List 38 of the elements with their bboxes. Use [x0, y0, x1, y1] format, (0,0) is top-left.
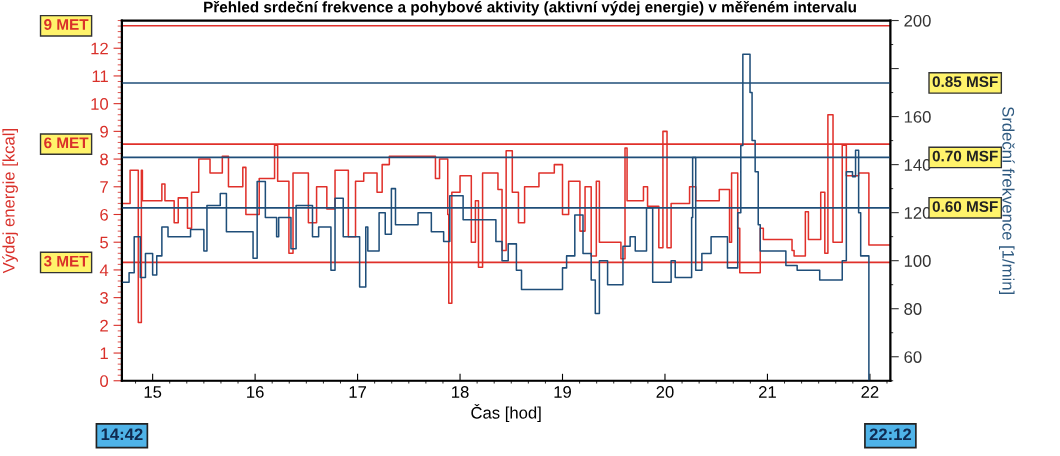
x-tick-label: 18 [452, 386, 469, 398]
y-tick-label: 8 [100, 153, 108, 166]
y2-axis-title: Srdeční frekvence [1/min] [999, 106, 1015, 294]
x-axis-title: Čas [hod] [471, 403, 541, 422]
y-tick-label: 7 [100, 181, 108, 193]
chart-title: Přehled srdeční frekvence a pohybové aktivity (aktivní výdej energie) v měřeném intervalu [204, 0, 856, 16]
text: 22:12 [869, 428, 912, 441]
y-tick-label: 10 [91, 98, 109, 110]
y-tick-label: 1 [100, 347, 108, 360]
ref-line-label: 0.60 MSF [932, 201, 998, 212]
y-tick-label: 9 [100, 125, 108, 138]
y2-tick-label: 60 [904, 351, 922, 363]
text: 14:42 [101, 428, 143, 441]
y2-tick-label: 160 [904, 110, 931, 123]
ref-line-label: 6 MET [44, 137, 89, 149]
y-tick-label: 12 [91, 42, 108, 55]
y-tick-label: 5 [100, 236, 109, 249]
ref-line-label: 9 MET [44, 19, 89, 30]
y2-tick-label: 100 [904, 255, 931, 267]
y-tick-label: 11 [92, 70, 108, 82]
y2-tick-label: 200 [904, 14, 931, 27]
x-tick-label: 17 [349, 386, 367, 398]
x-tick-label: 15 [144, 386, 162, 398]
y-tick-label: 6 [100, 208, 108, 221]
y-tick-label: 2 [100, 319, 108, 332]
x-tick-label: 16 [247, 386, 264, 398]
ref-line-label: 0.70 MSF [932, 150, 998, 162]
ref-line-label: 0.85 MSF [932, 76, 998, 88]
y2-tick-label: 80 [904, 303, 922, 315]
x-tick-label: 21 [759, 386, 776, 398]
y-tick-label: 3 [100, 292, 108, 304]
y-axis-title: Výdej energie [kcal] [2, 129, 18, 274]
x-tick-label: 22 [861, 386, 879, 398]
y-tick-label: 0 [100, 375, 109, 387]
x-tick-label: 20 [656, 386, 674, 398]
ref-line-label: 3 MET [43, 255, 89, 267]
x-tick-label: 19 [554, 386, 571, 398]
y-tick-label: 4 [99, 264, 109, 276]
